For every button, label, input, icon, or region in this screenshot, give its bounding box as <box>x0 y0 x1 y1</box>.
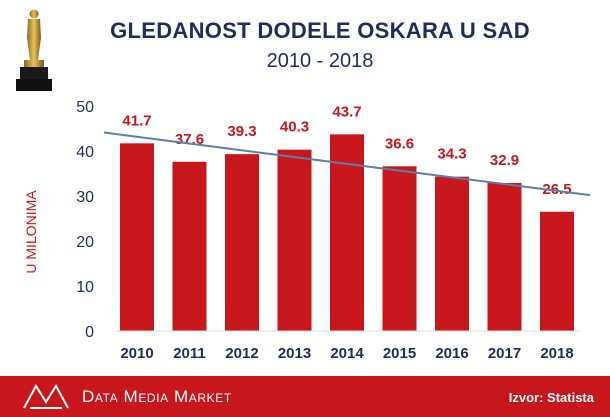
bar-value-label: 26.5 <box>542 181 571 198</box>
bar-value-label: 41.7 <box>122 112 151 129</box>
y-tick-label: 20 <box>76 234 94 251</box>
x-tick-label: 2016 <box>435 345 468 362</box>
oscar-statuette-icon <box>16 9 52 91</box>
footer-brand: Data Media Market <box>82 387 232 406</box>
x-tick-label: 2013 <box>278 345 311 362</box>
bar <box>435 176 469 331</box>
bar <box>172 161 207 331</box>
y-tick-label: 30 <box>76 189 94 206</box>
bar <box>540 211 574 331</box>
y-tick-label: 40 <box>76 144 94 161</box>
x-axis: 2010 2011 2012 2013 2014 2015 2016 2017 2018 <box>120 345 573 362</box>
x-tick-label: 2011 <box>173 345 206 362</box>
trendline <box>103 131 591 197</box>
bar <box>330 134 364 331</box>
x-tick-label: 2017 <box>488 345 521 362</box>
bars <box>120 134 574 331</box>
bar <box>487 182 522 331</box>
y-tick-label: 10 <box>76 279 94 296</box>
bar <box>277 149 312 331</box>
bar-value-label: 34.3 <box>437 146 466 163</box>
y-axis-label: U MILONIMA <box>23 190 39 274</box>
bar-value-label: 40.3 <box>280 119 309 136</box>
x-tick-label: 2010 <box>120 345 153 362</box>
bar-value-label: 36.6 <box>385 135 414 152</box>
bar <box>382 166 417 331</box>
y-tick-label: 50 <box>76 99 94 116</box>
bar <box>120 143 154 331</box>
bar-value-label: 32.9 <box>490 152 519 169</box>
bar-value-label: 43.7 <box>332 103 361 120</box>
chart-title: GLEDANOST DODELE OSKARA U SAD <box>110 18 530 43</box>
y-axis: 0 10 20 30 40 50 <box>76 99 94 341</box>
x-tick-label: 2015 <box>383 345 416 362</box>
title-block: GLEDANOST DODELE OSKARA U SAD 2010 - 201… <box>60 18 580 73</box>
footer: Data Media Market Izvor: Statista <box>0 376 610 417</box>
x-tick-label: 2014 <box>330 345 364 362</box>
data-media-market-logo-icon <box>23 384 69 409</box>
footer-source: Izvor: Statista <box>508 390 594 405</box>
bar <box>225 154 259 331</box>
x-tick-label: 2012 <box>225 345 258 362</box>
y-tick-label: 0 <box>85 324 94 341</box>
chart-subtitle: 2010 - 2018 <box>266 50 374 72</box>
value-labels: 41.737.6 39.3 40.343.736.634.3 32.926.5 <box>122 103 571 197</box>
x-tick-label: 2018 <box>540 345 573 362</box>
bar-value-label: 39.3 <box>227 123 256 140</box>
